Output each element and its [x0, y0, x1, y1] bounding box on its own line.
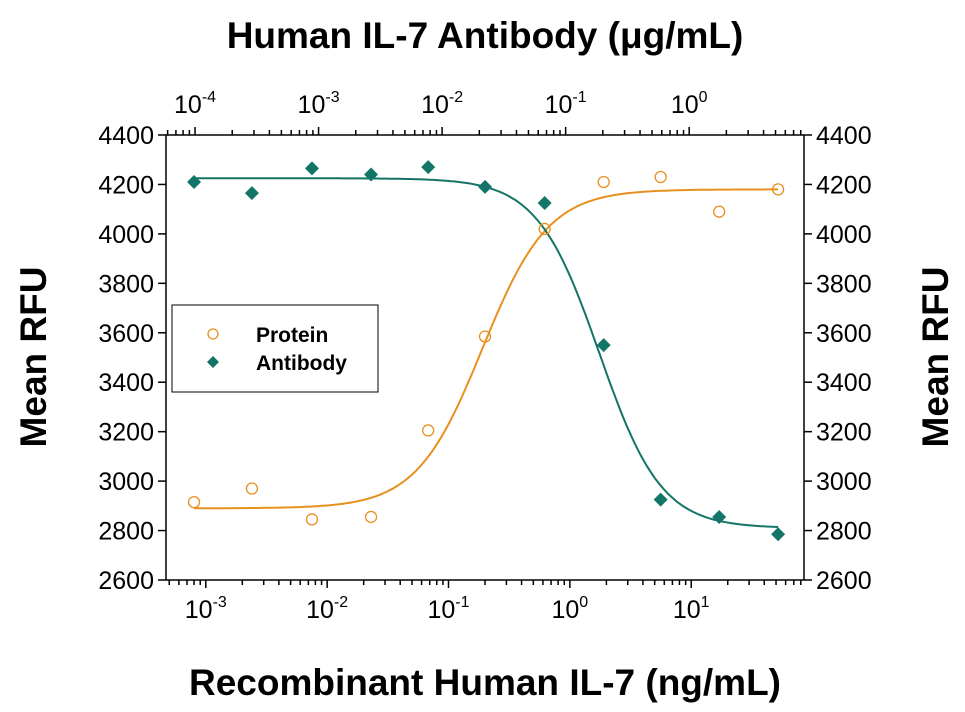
legend-marker-protein [207, 328, 219, 340]
protein-data-point [538, 222, 551, 236]
x-top-tick-label: 10-1 [545, 89, 587, 119]
y-tick-label-left: 3200 [98, 419, 154, 447]
y-tick-label-right: 4000 [816, 221, 872, 249]
y-tick-label-right: 4400 [816, 122, 872, 150]
antibody-data-point [187, 174, 202, 189]
chart-title: Human IL-7 Antibody (μg/mL) [227, 15, 744, 56]
y-tick-label-left: 4200 [98, 171, 154, 199]
legend: Protein Antibody [171, 304, 379, 393]
y-tick-label-left: 3000 [98, 468, 154, 496]
y-tick-label-right: 3200 [816, 419, 872, 447]
x-bottom-tick-label: 101 [673, 594, 710, 624]
y-tick-label-right: 3800 [816, 270, 872, 298]
protein-data-point [654, 170, 667, 184]
y-tick-label-right: 3000 [816, 468, 872, 496]
y-tick-label-right: 3600 [816, 320, 872, 348]
antibody-data-point [596, 338, 611, 353]
protein-data-point [187, 495, 201, 509]
antibody-data-point [364, 167, 379, 182]
legend-box [171, 304, 379, 393]
antibody-data-point [712, 509, 727, 524]
legend-marker-antibody [207, 356, 219, 368]
protein-data-point [597, 175, 610, 189]
antibody-data-point [771, 527, 786, 542]
legend-label-protein: Protein [256, 324, 328, 347]
x-axis-label: Recombinant Human IL-7 (ng/mL) [189, 662, 781, 703]
protein-data-point [478, 330, 492, 343]
antibody-data-point [421, 160, 436, 175]
y-tick-label-right: 2600 [816, 567, 872, 595]
x-top-tick-label: 100 [671, 89, 708, 119]
protein-data-point [771, 183, 785, 196]
y-tick-label-left: 4000 [98, 221, 154, 249]
protein-data-point [245, 482, 259, 495]
x-top-tick-label: 10-2 [421, 89, 463, 119]
y-tick-label-left: 2600 [98, 567, 154, 595]
antibody-data-point [244, 186, 259, 201]
antibody-data-point [537, 195, 552, 210]
y-axis-label-right: Mean RFU [915, 267, 956, 448]
antibody-data-point [304, 161, 319, 176]
antibody-data-point [478, 179, 493, 194]
x-bottom-tick-label: 10-1 [427, 594, 469, 624]
y-tick-label-left: 2800 [98, 518, 154, 546]
protein-data-point [422, 424, 435, 437]
y-tick-label-right: 4200 [816, 171, 872, 199]
x-top-tick-label: 10-3 [298, 89, 340, 119]
protein-data-point [364, 510, 378, 524]
y-tick-label-left: 4400 [98, 122, 154, 150]
protein-data-point [713, 205, 726, 218]
x-bottom-tick-label: 10-3 [185, 594, 227, 624]
protein-data-point [305, 513, 319, 526]
legend-label-antibody: Antibody [256, 352, 347, 375]
y-tick-label-left: 3800 [98, 270, 154, 298]
protein-fit-curve [194, 188, 779, 510]
y-tick-label-left: 3400 [98, 369, 154, 397]
x-bottom-tick-label: 100 [551, 594, 588, 624]
antibody-data-point [653, 492, 668, 507]
x-bottom-tick-label: 10-2 [306, 594, 348, 624]
y-tick-label-left: 3600 [98, 320, 154, 348]
y-tick-label-right: 2800 [816, 518, 872, 546]
y-axis-label-left: Mean RFU [13, 267, 54, 448]
x-top-tick-label: 10-4 [174, 89, 216, 119]
y-tick-label-right: 3400 [816, 369, 872, 397]
